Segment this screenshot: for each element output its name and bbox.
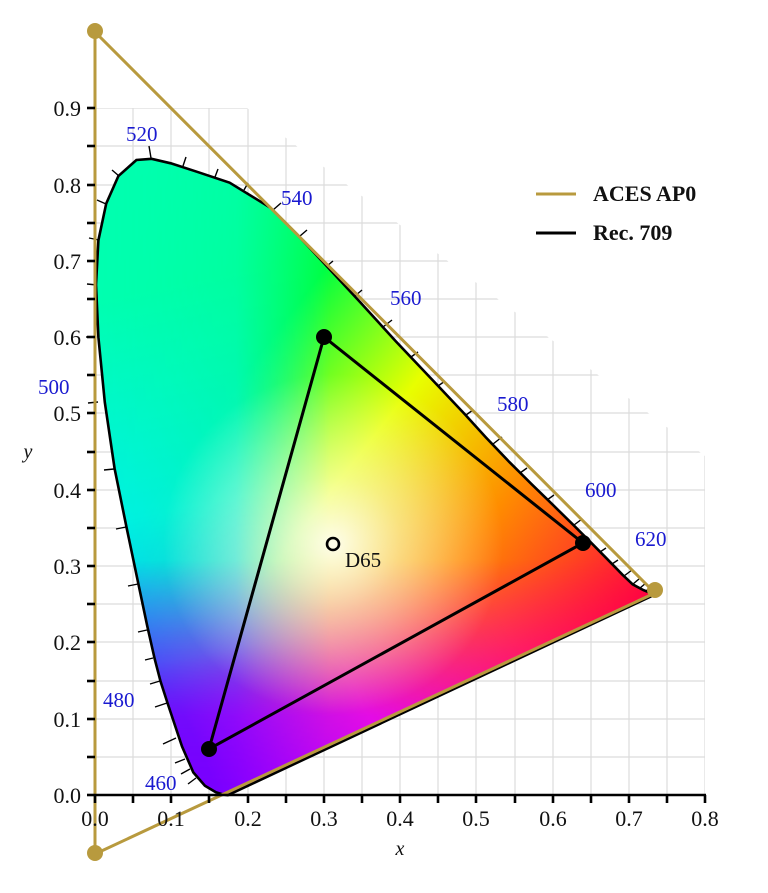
x-tick-4: 0.4 (386, 806, 414, 831)
d65-label: D65 (345, 548, 381, 572)
rec709-gamut (201, 329, 591, 757)
x-tick-2: 0.2 (234, 806, 262, 831)
d65-white-point (325, 536, 341, 552)
wl-label-520: 520 (126, 122, 158, 146)
ap0-green-primary (87, 23, 103, 39)
rec709-blue-primary (201, 741, 217, 757)
y-axis: 0.0 0.1 0.2 0.3 0.4 0.5 0.6 0.7 0.8 0.9 … (22, 96, 95, 808)
x-tick-0: 0.0 (81, 806, 109, 831)
y-tick-2: 0.2 (54, 630, 82, 655)
wl-label-500: 500 (38, 375, 70, 399)
wl-label-540: 540 (281, 186, 313, 210)
y-tick-5: 0.5 (54, 401, 82, 426)
ap0-red-primary (647, 582, 663, 598)
wl-label-600: 600 (585, 478, 617, 502)
spectral-locus-fill (96, 158, 654, 796)
x-tick-3: 0.3 (310, 806, 338, 831)
x-tick-8: 0.8 (691, 806, 719, 831)
y-tick-9: 0.9 (54, 96, 82, 121)
y-tick-8: 0.8 (54, 173, 82, 198)
y-tick-0: 0.0 (54, 783, 82, 808)
x-axis: 0.0 0.1 0.2 0.3 0.4 0.5 0.6 0.7 0.8 x (81, 793, 719, 860)
rec709-red-primary (575, 535, 591, 551)
y-tick-6: 0.6 (54, 325, 82, 350)
x-tick-1: 0.1 (157, 806, 185, 831)
y-tick-3: 0.3 (54, 554, 82, 579)
rec709-green-primary (316, 329, 332, 345)
legend: ACES AP0 Rec. 709 (536, 181, 696, 245)
wl-label-460: 460 (145, 771, 177, 795)
wl-label-580: 580 (497, 392, 529, 416)
aces-ap0-gamut (87, 23, 663, 861)
wl-label-560: 560 (390, 286, 422, 310)
legend-label-rec709: Rec. 709 (593, 220, 672, 245)
wavelength-labels: 460 480 500 520 540 560 580 600 620 (38, 122, 667, 795)
ap0-blue-primary (87, 845, 103, 861)
y-tick-4: 0.4 (54, 478, 82, 503)
y-tick-1: 0.1 (54, 707, 82, 732)
wavelength-ticks (86, 145, 659, 785)
wl-label-620: 620 (635, 527, 667, 551)
wl-label-480: 480 (103, 688, 135, 712)
x-tick-5: 0.5 (462, 806, 490, 831)
x-tick-7: 0.7 (615, 806, 643, 831)
legend-label-ap0: ACES AP0 (593, 181, 696, 206)
y-tick-7: 0.7 (54, 249, 82, 274)
x-axis-title: x (395, 838, 405, 860)
x-tick-6: 0.6 (539, 806, 567, 831)
y-axis-title: y (22, 441, 33, 463)
